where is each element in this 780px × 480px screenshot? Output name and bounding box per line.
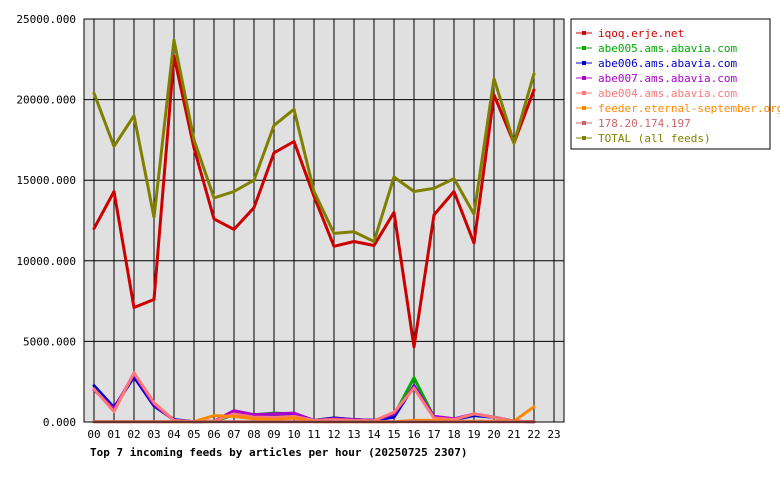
- x-tick-label: 00: [87, 428, 100, 441]
- plot-frame: [83, 18, 565, 423]
- legend-label: TOTAL (all feeds): [598, 132, 711, 145]
- legend-marker: [582, 106, 586, 110]
- x-tick-label: 05: [187, 428, 200, 441]
- x-axis-ticks: 00 01 02 03 04 05 06 07 08 09 10 11 12 13 14 15 16 17 18 19…: [87, 428, 560, 441]
- legend-label: iqoq.erje.net: [598, 27, 684, 40]
- series-line: [92, 54, 536, 349]
- legend-marker: [582, 136, 586, 140]
- x-tick-label: 02: [127, 428, 140, 441]
- x-tick-label: 10: [287, 428, 300, 441]
- x-tick-label: 04: [167, 428, 181, 441]
- legend-label: abe006.ams.abavia.com: [598, 57, 737, 70]
- legend-label: abe005.ams.abavia.com: [598, 42, 737, 55]
- legend-marker: [582, 46, 586, 50]
- legend-marker: [582, 61, 586, 65]
- y-tick-label: 15000.000: [16, 174, 76, 187]
- chart-title: Top 7 incoming feeds by articles per hou…: [90, 446, 468, 459]
- x-tick-label: 12: [327, 428, 340, 441]
- x-tick-label: 20: [487, 428, 500, 441]
- x-tick-label: 21: [507, 428, 520, 441]
- series-line: [92, 38, 536, 243]
- x-tick-label: 06: [207, 428, 220, 441]
- legend-label: abe007.ams.abavia.com: [598, 72, 737, 85]
- x-tick-label: 18: [447, 428, 460, 441]
- x-tick-label: 22: [527, 428, 540, 441]
- legend: iqoq.erje.net abe005.ams.abavia.com abe006…: [570, 18, 780, 150]
- y-tick-label: 20000.000: [16, 94, 76, 107]
- legend-box: [570, 18, 771, 150]
- x-tick-label: 11: [307, 428, 320, 441]
- x-tick-label: 17: [427, 428, 440, 441]
- x-tick-label: 08: [247, 428, 260, 441]
- x-tick-label: 14: [367, 428, 381, 441]
- legend-marker: [582, 91, 586, 95]
- y-tick-label: 0.000: [43, 416, 76, 429]
- x-tick-label: 07: [227, 428, 240, 441]
- y-tick-label: 25000.000: [16, 13, 76, 26]
- grid: [84, 19, 564, 422]
- x-tick-label: 13: [347, 428, 360, 441]
- legend-label: abe004.ams.abavia.com: [598, 87, 737, 100]
- x-tick-label: 19: [467, 428, 480, 441]
- x-tick-label: 23: [547, 428, 560, 441]
- x-tick-label: 15: [387, 428, 400, 441]
- x-tick-label: 01: [107, 428, 120, 441]
- legend-label: 178.20.174.197: [598, 117, 691, 130]
- legend-marker: [582, 31, 586, 35]
- legend-marker: [582, 121, 586, 125]
- y-tick-label: 10000.000: [16, 255, 76, 268]
- x-tick-label: 03: [147, 428, 160, 441]
- x-tick-label: 16: [407, 428, 420, 441]
- y-tick-label: 5000.000: [23, 335, 76, 348]
- x-tick-label: 09: [267, 428, 280, 441]
- legend-label: feeder.eternal-september.org: [598, 102, 780, 115]
- y-axis-ticks: 0.000 5000.000 10000.000 15000.000 20000.000…: [16, 13, 76, 429]
- legend-marker: [582, 76, 586, 80]
